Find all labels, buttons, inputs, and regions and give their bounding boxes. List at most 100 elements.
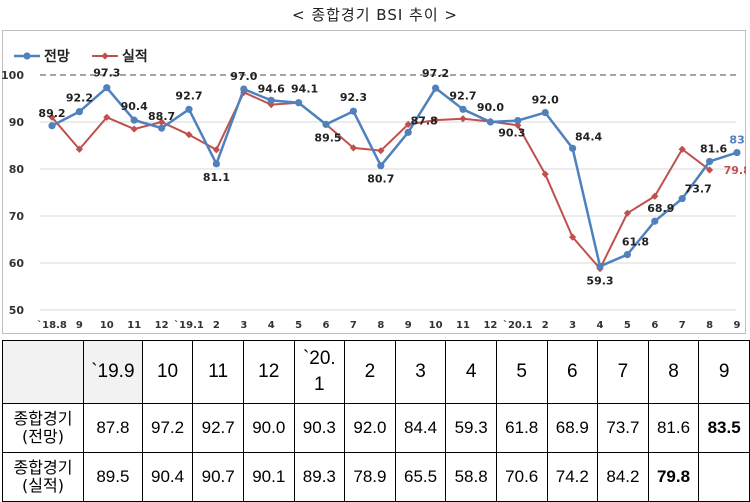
data-label-forecast: 92.0	[532, 94, 559, 107]
data-label-forecast: 89.5	[314, 131, 341, 144]
data-point-forecast	[486, 118, 494, 126]
y-tick-label: 70	[9, 210, 25, 223]
table-header-cell: 11	[192, 340, 244, 404]
table-cell: 81.6	[647, 403, 700, 453]
data-point-forecast	[322, 120, 330, 128]
table-header-cell: 9	[698, 340, 750, 404]
data-point-forecast	[459, 105, 467, 113]
x-tick-label: 12	[155, 320, 169, 331]
x-tick-label: 2	[542, 320, 549, 331]
table-cell: 68.9	[546, 403, 599, 453]
data-label-forecast: 80.7	[367, 173, 394, 186]
table-header-cell: 12	[242, 340, 295, 404]
data-point-forecast	[377, 162, 385, 170]
data-point-actual	[158, 118, 166, 126]
data-point-actual	[130, 125, 138, 133]
table-cell: 84.4	[394, 403, 447, 453]
data-point-actual	[185, 131, 193, 139]
x-tick-label: 3	[569, 320, 576, 331]
y-tick-label: 90	[9, 116, 25, 129]
data-point-actual	[651, 192, 659, 200]
data-point-forecast	[541, 109, 549, 117]
data-label-forecast: 92.7	[449, 89, 476, 102]
table-header-cell: 10	[141, 340, 194, 404]
x-tick-label: 7	[679, 320, 686, 331]
x-tick-label: 9	[405, 320, 412, 331]
table-header-cell: 3	[394, 340, 447, 404]
table-header-cell: 2	[344, 340, 396, 404]
table-cell: 90.3	[293, 403, 346, 453]
table-cell: 97.2	[141, 403, 194, 453]
x-tick-label: 9	[734, 320, 741, 331]
x-tick-label: 4	[597, 320, 604, 331]
table-cell: 70.6	[495, 452, 548, 502]
table-cell-highlight: 83.5	[698, 403, 750, 453]
data-point-forecast	[596, 262, 604, 270]
data-label-forecast: 97.0	[230, 70, 257, 83]
table-header-cell: 7	[597, 340, 649, 404]
data-point-actual	[459, 115, 467, 123]
data-point-actual	[267, 101, 275, 109]
series-line-forecast	[51, 86, 738, 268]
data-label-forecast: 92.7	[175, 89, 202, 102]
x-tick-label: 11	[127, 320, 141, 331]
data-point-forecast	[569, 144, 577, 152]
data-point-forecast	[514, 116, 522, 125]
table-header-cell: `19.9	[83, 340, 143, 404]
data-point-actual	[432, 116, 440, 124]
x-tick-label: 8	[706, 320, 713, 331]
data-label-forecast: 97.2	[422, 67, 449, 80]
table-cell: 61.8	[495, 403, 548, 453]
table-corner-cell	[2, 340, 84, 404]
legend-label-actual: 실적	[122, 48, 148, 65]
data-point-forecast	[432, 84, 440, 92]
data-point-actual	[212, 146, 220, 154]
data-label-forecast: 68.9	[647, 202, 674, 215]
table-cell: 65.5	[394, 452, 447, 502]
row-label-actual: 종합경기 (실적)	[2, 452, 84, 502]
data-label-forecast: 83.5	[729, 134, 746, 147]
data-label-forecast: 81.1	[203, 171, 230, 184]
x-tick-label: 3	[240, 320, 247, 331]
data-label-forecast: 61.8	[622, 236, 649, 249]
data-label-actual: 79.8	[724, 164, 746, 177]
table-cell: 90.0	[242, 403, 295, 453]
data-point-forecast	[158, 124, 166, 132]
x-tick-label: 9	[76, 320, 83, 331]
x-tick-label: 5	[295, 320, 302, 331]
legend-marker-forecast	[23, 52, 31, 60]
data-point-forecast	[404, 128, 412, 136]
data-label-forecast: 92.3	[340, 91, 367, 104]
data-label-forecast: 88.7	[148, 110, 175, 123]
table-cell: 90.1	[242, 452, 295, 502]
legend-marker-actual	[101, 52, 109, 60]
table-cell: 73.7	[597, 403, 649, 453]
table-cell: 78.9	[344, 452, 396, 502]
x-tick-label: 7	[350, 320, 357, 331]
chart-title: < 종합경기 BSI 추이 >	[292, 6, 458, 24]
y-tick-label: 60	[9, 257, 25, 270]
table-header-cell: 8	[647, 340, 700, 404]
x-tick-label: 10	[429, 320, 443, 331]
table-cell: 89.3	[293, 452, 346, 502]
table-cell: 58.8	[445, 452, 497, 502]
x-tick-label: 6	[323, 320, 330, 331]
data-point-forecast	[75, 108, 83, 116]
table-cell: 84.2	[597, 452, 649, 502]
data-point-forecast	[349, 107, 357, 115]
table-row-actual: 종합경기 (실적) 89.5 90.4 90.7 90.1 89.3 78.9 …	[2, 452, 750, 502]
data-point-forecast	[623, 250, 632, 259]
data-label-forecast: 89.2	[38, 107, 65, 120]
x-tick-label: 8	[377, 320, 384, 331]
data-point-forecast	[48, 122, 56, 130]
data-label-forecast: 90.4	[121, 100, 148, 113]
data-point-actual	[678, 145, 686, 153]
legend-label-forecast: 전망	[44, 48, 70, 65]
data-point-actual	[706, 166, 714, 174]
data-label-forecast: 97.3	[93, 67, 120, 80]
x-tick-label: `18.8	[37, 319, 67, 331]
data-point-forecast	[240, 85, 248, 93]
table-cell-highlight: 79.8	[647, 452, 700, 502]
x-tick-label: `20.1	[503, 319, 533, 331]
table-header-cell: 5	[495, 340, 548, 404]
